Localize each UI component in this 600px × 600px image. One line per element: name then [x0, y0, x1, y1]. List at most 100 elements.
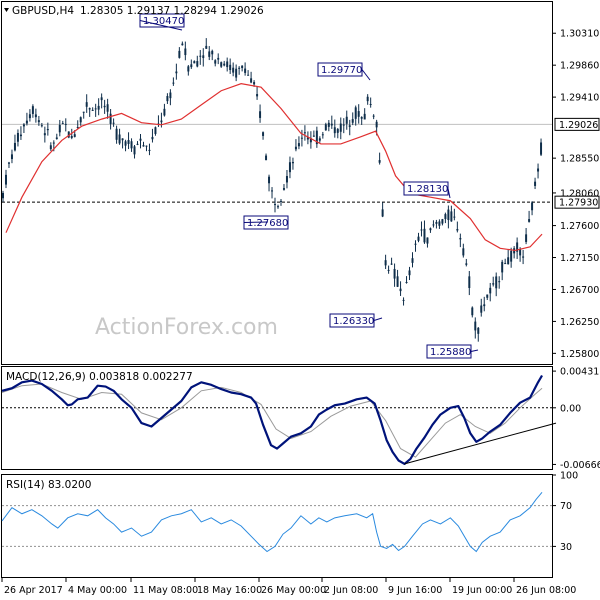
candle-body	[357, 111, 360, 117]
candle-body	[336, 129, 339, 133]
candle-body	[465, 263, 468, 265]
macd-title: MACD(12,26,9) 0.003818 0.002277	[6, 371, 193, 383]
candle-body	[312, 135, 315, 137]
price-annotation: 1.29770	[317, 62, 371, 81]
candle-body	[522, 256, 525, 258]
annotation-leader	[447, 188, 451, 199]
chart-header: GBPUSD,H4 1.28305 1.29137 1.28294 1.2902…	[4, 5, 264, 17]
candle-body	[360, 117, 363, 119]
candle-body	[330, 123, 333, 126]
watermark: ActionForex.com	[95, 315, 278, 340]
candle-body	[115, 128, 118, 140]
price-tick-label: 1.27150	[560, 253, 599, 264]
candle-body	[366, 96, 369, 102]
annotation-leader	[470, 349, 479, 352]
candle-body	[34, 114, 37, 118]
candle-body	[139, 138, 142, 141]
candle-body	[4, 174, 7, 185]
candle-body	[525, 234, 528, 242]
price-tick-label: 1.28060	[560, 188, 599, 199]
candle-body	[205, 45, 208, 49]
candle-body	[121, 138, 124, 141]
candle-body	[402, 299, 405, 301]
time-tick-label: 9 Jun 16:00	[388, 585, 442, 596]
candle-body	[172, 82, 175, 84]
candle-body	[495, 276, 498, 289]
time-tick-label: 26 Apr 2017	[4, 585, 63, 596]
candle-body	[501, 261, 504, 273]
price-panel	[1, 1, 553, 365]
candle-body	[447, 209, 450, 221]
candle-body	[274, 204, 277, 206]
candle-body	[453, 216, 456, 218]
candle-body	[16, 132, 19, 142]
macd-trendline	[404, 422, 557, 465]
candle-body	[31, 106, 34, 114]
candle-body	[238, 67, 241, 69]
candle-body	[133, 146, 136, 155]
candle-body	[345, 116, 348, 124]
macd-axis: 0.004317 0.00 -0.006663	[552, 367, 600, 471]
price-annotations: 1.30470 1.29770 1.27680 1.28130 1.26330 1.258…	[139, 13, 479, 359]
current-price-tag: 1.29026	[559, 120, 598, 131]
candle-body	[82, 111, 85, 113]
candle-body	[64, 123, 67, 125]
macd-signal-line	[1, 383, 543, 458]
annotation-leader	[243, 221, 269, 223]
candle-body	[259, 111, 262, 118]
candle-body	[22, 124, 25, 127]
price-tick-label: 1.28550	[560, 154, 599, 165]
time-tick-label: 18 May 16:00	[197, 585, 262, 596]
candle-body	[324, 124, 327, 131]
candle-body	[148, 149, 151, 151]
candle-body	[220, 62, 223, 67]
candle-body	[384, 260, 387, 266]
candle-body	[408, 270, 411, 276]
candle-body	[151, 136, 154, 140]
candle-body	[79, 117, 82, 123]
macd-main-line	[1, 374, 543, 465]
time-tick-label: 19 Jun 00:00	[452, 585, 512, 596]
macd-tick-label: -0.006663	[560, 460, 600, 471]
price-tick-label: 1.25800	[560, 349, 599, 360]
candle-body	[250, 78, 253, 83]
candle-body	[181, 43, 184, 46]
candle-body	[333, 127, 336, 134]
candle-body	[285, 176, 288, 183]
candle-body	[193, 61, 196, 64]
candle-body	[7, 162, 10, 164]
annotation-leader	[361, 69, 371, 81]
candle-body	[486, 294, 489, 298]
candle-body	[432, 224, 435, 226]
price-annotation: 1.25880	[426, 344, 479, 359]
price-annotation: 1.27680	[243, 215, 289, 230]
header-ohlc: 1.28305 1.29137 1.28294 1.29026	[80, 5, 264, 17]
candle-body	[25, 120, 28, 124]
macd-tick-label: 0.00	[560, 403, 581, 414]
candle-body	[106, 104, 109, 112]
candle-body	[483, 304, 486, 307]
candle-body	[327, 122, 330, 127]
candle-body	[297, 143, 300, 147]
rsi-tick-label: 30	[560, 542, 572, 553]
candle-body	[232, 67, 235, 73]
candle-body	[13, 142, 16, 151]
candle-body	[396, 276, 399, 287]
candle-body	[450, 211, 453, 222]
candle-body	[130, 141, 133, 149]
price-tick-label: 1.26250	[560, 317, 599, 328]
candle-body	[321, 134, 324, 136]
candle-body	[109, 113, 112, 124]
candle-body	[444, 214, 447, 220]
candle-body	[169, 92, 172, 99]
candle-body	[489, 287, 492, 294]
candle-body	[309, 138, 312, 143]
candle-body	[100, 97, 103, 101]
candle-body	[199, 55, 202, 57]
price-axis: 1.30310 1.29860 1.29410 1.28550 1.28060 1.276…	[552, 29, 599, 360]
rsi-title: RSI(14) 83.0200	[6, 479, 91, 491]
annotation-label: 1.28130	[407, 184, 448, 195]
candle-body	[103, 105, 106, 108]
candle-body	[268, 176, 271, 184]
